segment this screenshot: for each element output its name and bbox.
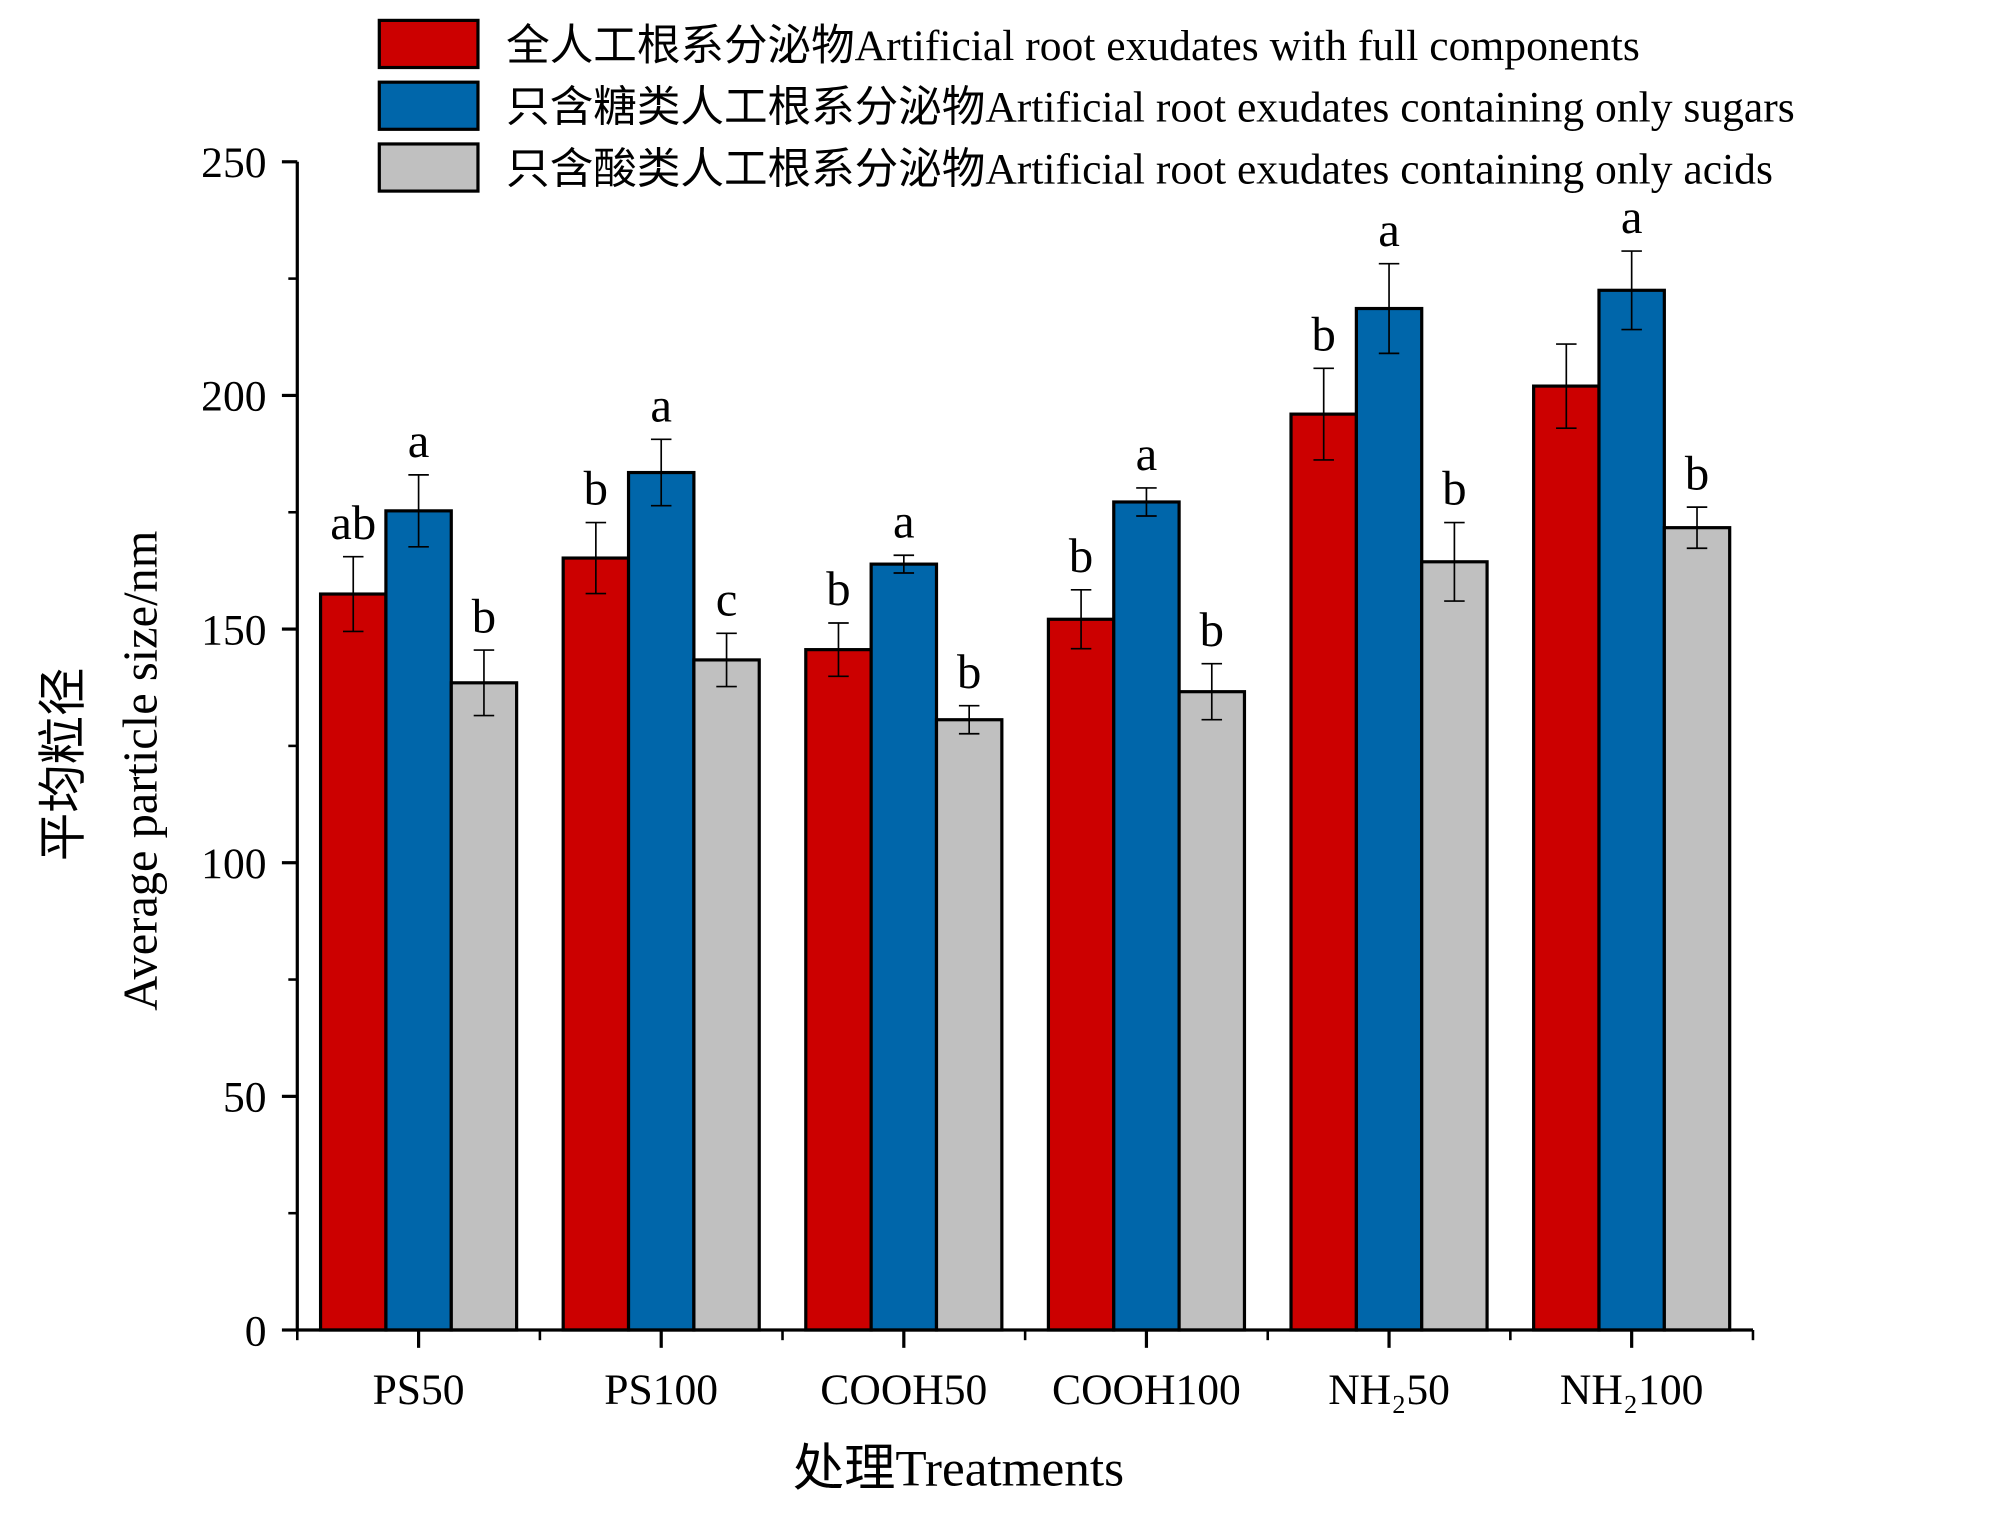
significance-letter: c — [716, 573, 738, 627]
legend-swatch — [377, 80, 480, 131]
significance-letter: ab — [330, 496, 376, 550]
y-tick-label: 50 — [223, 1074, 267, 1122]
x-tick-label: COOH50 — [820, 1366, 987, 1414]
legend: 全人工根系分泌物Artificial root exudates with fu… — [377, 18, 1795, 194]
legend-swatch — [377, 18, 480, 70]
significance-letter: b — [1685, 446, 1709, 500]
significance-letter: b — [826, 562, 850, 616]
legend-label: 全人工根系分泌物Artificial root exudates with fu… — [506, 22, 1640, 70]
bar — [384, 509, 453, 1332]
significance-letter: b — [957, 645, 981, 699]
bar — [1177, 690, 1247, 1332]
significance-letter: b — [584, 462, 608, 516]
significance-letter: a — [650, 379, 672, 433]
axes: 0 50 100 150 200 250 PS50 PS100 COOH50 COOH100 NH₂… — [201, 139, 1755, 1414]
significance-letter: b — [1442, 462, 1466, 516]
bar — [1354, 306, 1424, 1332]
bar — [1597, 288, 1666, 1332]
bar — [1662, 526, 1732, 1332]
significance-letter: a — [1136, 427, 1158, 481]
bar — [1112, 500, 1181, 1332]
bar — [869, 562, 939, 1332]
bar — [1046, 617, 1116, 1332]
significance-letter: b — [1200, 603, 1224, 657]
significance-letter: b — [1069, 529, 1093, 583]
bar — [626, 470, 696, 1332]
significance-letter: a — [893, 495, 915, 549]
y-tick-label: 150 — [201, 606, 266, 654]
bar — [934, 718, 1004, 1332]
y-tick-label: 100 — [201, 840, 266, 888]
legend-label: 只含酸类人工根系分泌物Artificial root exudates cont… — [506, 146, 1773, 194]
legend-swatch — [377, 142, 480, 193]
significance-letter: a — [408, 414, 430, 468]
y-axis-label: Average particle size/nm — [113, 531, 167, 1011]
bar — [1420, 560, 1489, 1332]
y-tick-label: 250 — [201, 139, 266, 187]
bar — [449, 681, 519, 1332]
bar — [561, 556, 631, 1332]
bar — [318, 592, 388, 1332]
bar — [1289, 412, 1358, 1332]
y-tick-label: 0 — [245, 1307, 267, 1355]
bar — [692, 658, 761, 1332]
significance-letter: a — [1621, 190, 1643, 244]
x-tick-label: NH₂100 — [1560, 1366, 1703, 1414]
x-tick-label: PS100 — [604, 1366, 718, 1414]
y-axis-label-cn: 平均粒径 — [36, 668, 90, 862]
x-tick-label: NH₂50 — [1328, 1366, 1450, 1414]
legend-label: 只含糖类人工根系分泌物Artificial root exudates cont… — [506, 84, 1795, 132]
x-tick-label: PS50 — [373, 1366, 465, 1414]
significance-letter: b — [472, 589, 496, 643]
x-axis-label: 处理Treatments — [793, 1441, 1124, 1498]
x-tick-label: COOH100 — [1052, 1366, 1241, 1414]
bar — [804, 648, 873, 1332]
y-tick-label: 200 — [201, 373, 266, 421]
significance-letter: a — [1378, 203, 1400, 257]
significance-letter: b — [1312, 308, 1336, 362]
bar — [1532, 384, 1601, 1332]
